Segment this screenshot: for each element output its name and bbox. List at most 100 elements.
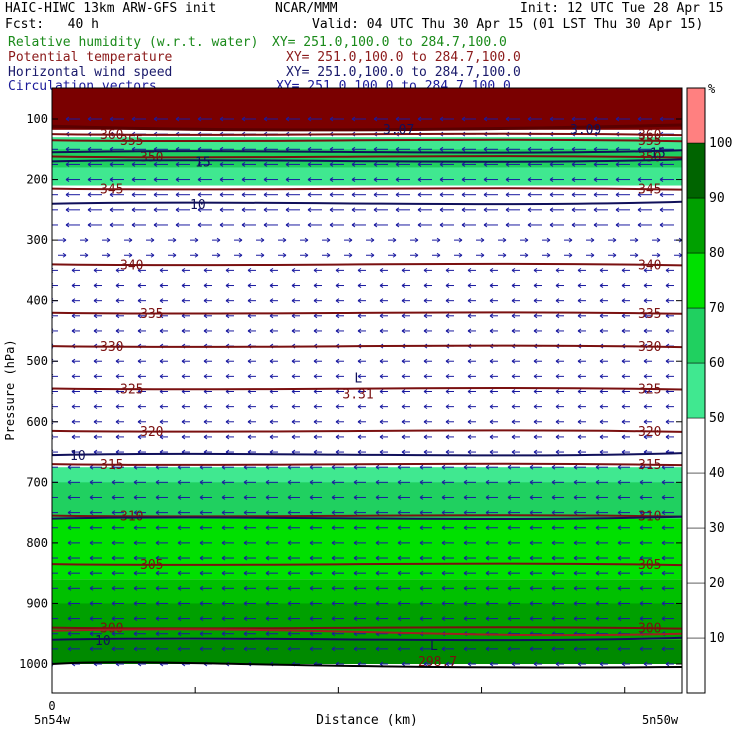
circulation-vector bbox=[89, 616, 102, 621]
circulation-vector bbox=[419, 570, 432, 576]
circulation-vector bbox=[379, 389, 388, 394]
x-axis-label: Distance (km) bbox=[316, 713, 418, 728]
circulation-vector bbox=[661, 585, 674, 591]
circulation-vector bbox=[111, 585, 124, 591]
circulation-vector bbox=[287, 525, 300, 531]
circulation-vector bbox=[137, 419, 146, 425]
circulation-vector bbox=[221, 510, 234, 516]
circulation-vector bbox=[621, 298, 630, 304]
circulation-vector bbox=[410, 252, 419, 258]
circulation-vector bbox=[67, 540, 80, 546]
circulation-vector bbox=[511, 328, 520, 334]
circulation-vector bbox=[219, 222, 234, 228]
theta-contour bbox=[52, 311, 682, 315]
rh-band bbox=[52, 88, 682, 130]
circulation-vector bbox=[639, 646, 652, 652]
theta-contour bbox=[52, 187, 682, 191]
circulation-vector bbox=[199, 646, 212, 652]
y-tick-label: 600 bbox=[26, 415, 48, 429]
circulation-vector bbox=[485, 464, 498, 470]
circulation-vector bbox=[197, 162, 212, 167]
circulation-vector bbox=[225, 404, 234, 410]
circulation-vector bbox=[659, 177, 674, 182]
circulation-vector bbox=[353, 646, 366, 652]
circulation-vector bbox=[621, 267, 630, 273]
circulation-vector bbox=[133, 540, 146, 546]
circulation-vector bbox=[225, 373, 234, 379]
circulation-vector bbox=[52, 648, 58, 650]
circulation-vector bbox=[335, 419, 344, 425]
circulation-vector bbox=[441, 555, 454, 561]
circulation-vector bbox=[159, 404, 168, 410]
circulation-vector bbox=[351, 162, 366, 167]
circulation-vector bbox=[423, 313, 432, 319]
circulation-vector bbox=[529, 479, 542, 485]
theta-label: 350 bbox=[140, 151, 163, 166]
theta-contour bbox=[52, 344, 682, 349]
circulation-vector bbox=[549, 146, 564, 152]
circulation-vector bbox=[461, 116, 476, 122]
rh-band bbox=[52, 639, 682, 664]
field-name-rh: Relative humidity (w.r.t. water) bbox=[8, 35, 259, 50]
circulation-vector bbox=[595, 616, 608, 621]
circulation-vector bbox=[417, 162, 432, 167]
circulation-vector bbox=[441, 510, 454, 516]
circulation-vector bbox=[423, 373, 432, 379]
circulation-vector bbox=[87, 162, 102, 167]
circulation-vector bbox=[225, 267, 234, 273]
circulation-vector bbox=[309, 525, 322, 531]
circulation-vector bbox=[551, 646, 564, 652]
init-time: Init: 12 UTC Tue 28 Apr 15 bbox=[520, 1, 724, 16]
circulation-vector bbox=[263, 177, 278, 182]
circulation-vector bbox=[463, 510, 476, 516]
circulation-vector bbox=[595, 601, 608, 606]
circulation-vector bbox=[87, 222, 102, 228]
circulation-vector bbox=[263, 192, 278, 198]
circulation-vector bbox=[155, 631, 168, 637]
circulation-vector bbox=[307, 207, 322, 213]
circulation-vector bbox=[441, 464, 454, 470]
circulation-vector bbox=[115, 328, 124, 334]
circulation-vector bbox=[329, 116, 344, 122]
wind-label: 10 bbox=[70, 449, 86, 464]
circulation-vector bbox=[445, 661, 454, 667]
circulation-vector bbox=[549, 116, 564, 122]
circulation-vector bbox=[461, 222, 476, 228]
circulation-vector bbox=[441, 525, 454, 531]
circulation-vector bbox=[269, 404, 278, 410]
colorbar-swatch bbox=[686, 252, 706, 309]
circulation-vector bbox=[102, 252, 111, 258]
circulation-vector bbox=[577, 267, 586, 273]
circulation-vector bbox=[52, 163, 58, 165]
circulation-vector bbox=[417, 177, 432, 182]
circulation-vector bbox=[395, 146, 410, 152]
circulation-vector bbox=[168, 252, 177, 258]
theta-contour bbox=[52, 562, 682, 567]
circulation-vector bbox=[353, 525, 366, 531]
y-tick-label: 200 bbox=[26, 173, 48, 187]
circulation-vector bbox=[441, 540, 454, 546]
circulation-vector bbox=[309, 601, 322, 606]
circulation-vector bbox=[639, 585, 652, 591]
x-right-label: 5n50w bbox=[642, 713, 679, 727]
circulation-vector bbox=[322, 252, 331, 258]
circulation-vector bbox=[256, 252, 265, 258]
circulation-vector bbox=[243, 616, 256, 621]
circulation-vector bbox=[269, 358, 278, 364]
circulation-vector bbox=[593, 192, 608, 198]
circulation-vector bbox=[265, 510, 278, 516]
circulation-vector bbox=[71, 434, 80, 440]
circulation-vector bbox=[285, 207, 300, 213]
circulation-vector bbox=[351, 146, 366, 152]
circulation-vector bbox=[67, 555, 80, 561]
circulation-vector bbox=[89, 525, 102, 531]
theta-label-right: 320 bbox=[638, 425, 661, 440]
circulation-vector bbox=[111, 479, 124, 485]
rh-band bbox=[52, 149, 682, 168]
circulation-vector bbox=[155, 479, 168, 485]
circulation-vector bbox=[551, 540, 564, 546]
circulation-vector bbox=[401, 283, 410, 288]
circulation-vector bbox=[577, 313, 586, 319]
circulation-vector bbox=[659, 192, 674, 198]
circulation-vector bbox=[533, 373, 542, 379]
